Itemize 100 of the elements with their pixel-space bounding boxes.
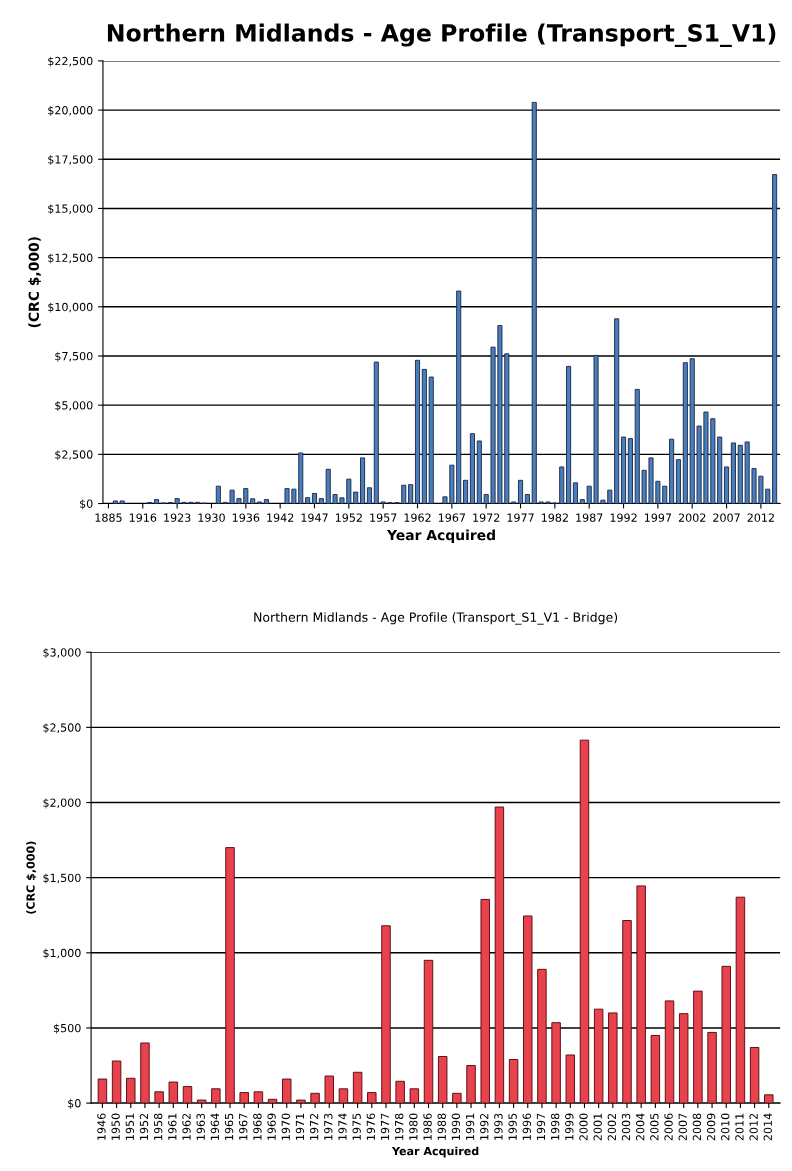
bar (196, 1099, 207, 1104)
x-tick-label: 2008 (692, 1113, 702, 1141)
x-tick-label: 1977 (380, 1113, 390, 1140)
bar (352, 1071, 363, 1104)
x-tick-label: 2002 (607, 1113, 617, 1141)
bar (524, 493, 530, 504)
bar (423, 959, 434, 1104)
x-tick-label: 1951 (125, 1113, 134, 1140)
x-tick-label: 1975 (352, 1113, 361, 1140)
y-tick-label: $15,000 (48, 204, 93, 215)
x-tick-label: 1970 (281, 1113, 290, 1140)
x-tick-label: 1986 (423, 1113, 432, 1140)
x-tick-label: 1976 (366, 1113, 376, 1140)
y-tick-label: $2,500 (55, 450, 93, 461)
x-tick-label: 1997 (644, 513, 672, 522)
bar (408, 484, 414, 504)
bar (366, 487, 372, 504)
x-tick-label: 1963 (196, 1113, 205, 1140)
x-tick-label: 1952 (335, 513, 362, 522)
x-tick-label: 1964 (210, 1113, 220, 1140)
bar (678, 1013, 689, 1104)
bar (508, 1059, 519, 1104)
y-tick-label: $1,000 (43, 948, 81, 959)
bar (168, 1081, 179, 1104)
bar (140, 1042, 150, 1104)
y-tick-label: $2,500 (43, 723, 81, 734)
x-tick-label: 1952 (139, 1113, 149, 1140)
x-tick-label: 2001 (593, 1113, 602, 1141)
x-tick-label: 1962 (182, 1113, 191, 1140)
bar (97, 1078, 108, 1104)
y-tick-label: $7,500 (55, 351, 93, 362)
x-tick-label: 1980 (409, 1113, 418, 1140)
bar (381, 925, 391, 1104)
y-axis-title: (CRC $,000) (28, 237, 41, 328)
x-tick-label: 1990 (451, 1113, 461, 1140)
x-axis-title: Year Acquired (386, 529, 495, 543)
bar (463, 479, 469, 504)
x-tick-label: 2012 (749, 1113, 758, 1141)
x-tick-label: 1977 (507, 513, 534, 522)
x-tick-label: 1967 (239, 1113, 248, 1140)
bar (296, 1099, 306, 1104)
bar (764, 1094, 774, 1104)
x-tick-label: 1962 (404, 513, 431, 522)
x-tick-label: 2005 (650, 1113, 659, 1141)
bar (682, 362, 688, 504)
x-tick-label: 1992 (480, 1113, 489, 1140)
bar (153, 499, 160, 504)
bar (267, 1098, 278, 1104)
chart-title: Northern Midlands - Age Profile (Transport_S1_V1 - Bridge) (254, 612, 618, 625)
x-tick-label: 1923 (164, 513, 191, 522)
bar (721, 965, 731, 1104)
bar (318, 498, 324, 504)
bar (437, 1056, 448, 1104)
bar (566, 365, 572, 504)
x-tick-label: 1936 (232, 513, 260, 522)
x-tick-label: 1991 (465, 1113, 475, 1140)
bar (253, 1091, 264, 1104)
bar (693, 990, 703, 1104)
bar (338, 1088, 349, 1104)
bar (608, 1012, 618, 1104)
bar (324, 1075, 335, 1104)
bar (281, 1078, 292, 1104)
bar (565, 1054, 576, 1104)
bar (627, 438, 633, 504)
x-tick-label: 1916 (129, 513, 157, 522)
bar (675, 459, 682, 504)
bar (650, 1034, 661, 1104)
bar (480, 898, 490, 1104)
bar (367, 1092, 377, 1104)
y-tick-label: $10,000 (48, 302, 93, 313)
x-tick-label: 2009 (706, 1113, 716, 1141)
x-tick-label: 1997 (536, 1113, 546, 1140)
bar (749, 1046, 760, 1104)
x-tick-label: 1968 (253, 1113, 262, 1140)
bar (409, 1088, 420, 1104)
x-tick-label: 2007 (678, 1113, 687, 1141)
bar (494, 806, 505, 1104)
x-tick-label: 1992 (610, 513, 637, 522)
x-tick-label: 2014 (763, 1113, 772, 1141)
bar (421, 368, 427, 504)
bar (111, 1060, 122, 1104)
bar (225, 847, 235, 1104)
x-tick-label: 1971 (295, 1113, 305, 1140)
x-tick-label: 1993 (494, 1113, 503, 1140)
y-tick-label: $3,000 (43, 648, 81, 659)
x-tick-label: 2011 (735, 1113, 744, 1141)
y-axis-title: (CRC $,000) (26, 841, 37, 914)
bar (622, 920, 632, 1104)
x-tick-label: 2010 (721, 1113, 730, 1141)
bar (360, 457, 366, 504)
bar (730, 442, 736, 504)
x-tick-label: 1988 (437, 1113, 446, 1140)
x-tick-label: 1982 (541, 513, 568, 522)
bar (724, 466, 730, 504)
bar (469, 433, 475, 504)
bar (636, 885, 646, 1104)
bar (211, 1088, 221, 1104)
bar (620, 436, 627, 504)
bar (414, 359, 421, 504)
bar (551, 1022, 561, 1104)
